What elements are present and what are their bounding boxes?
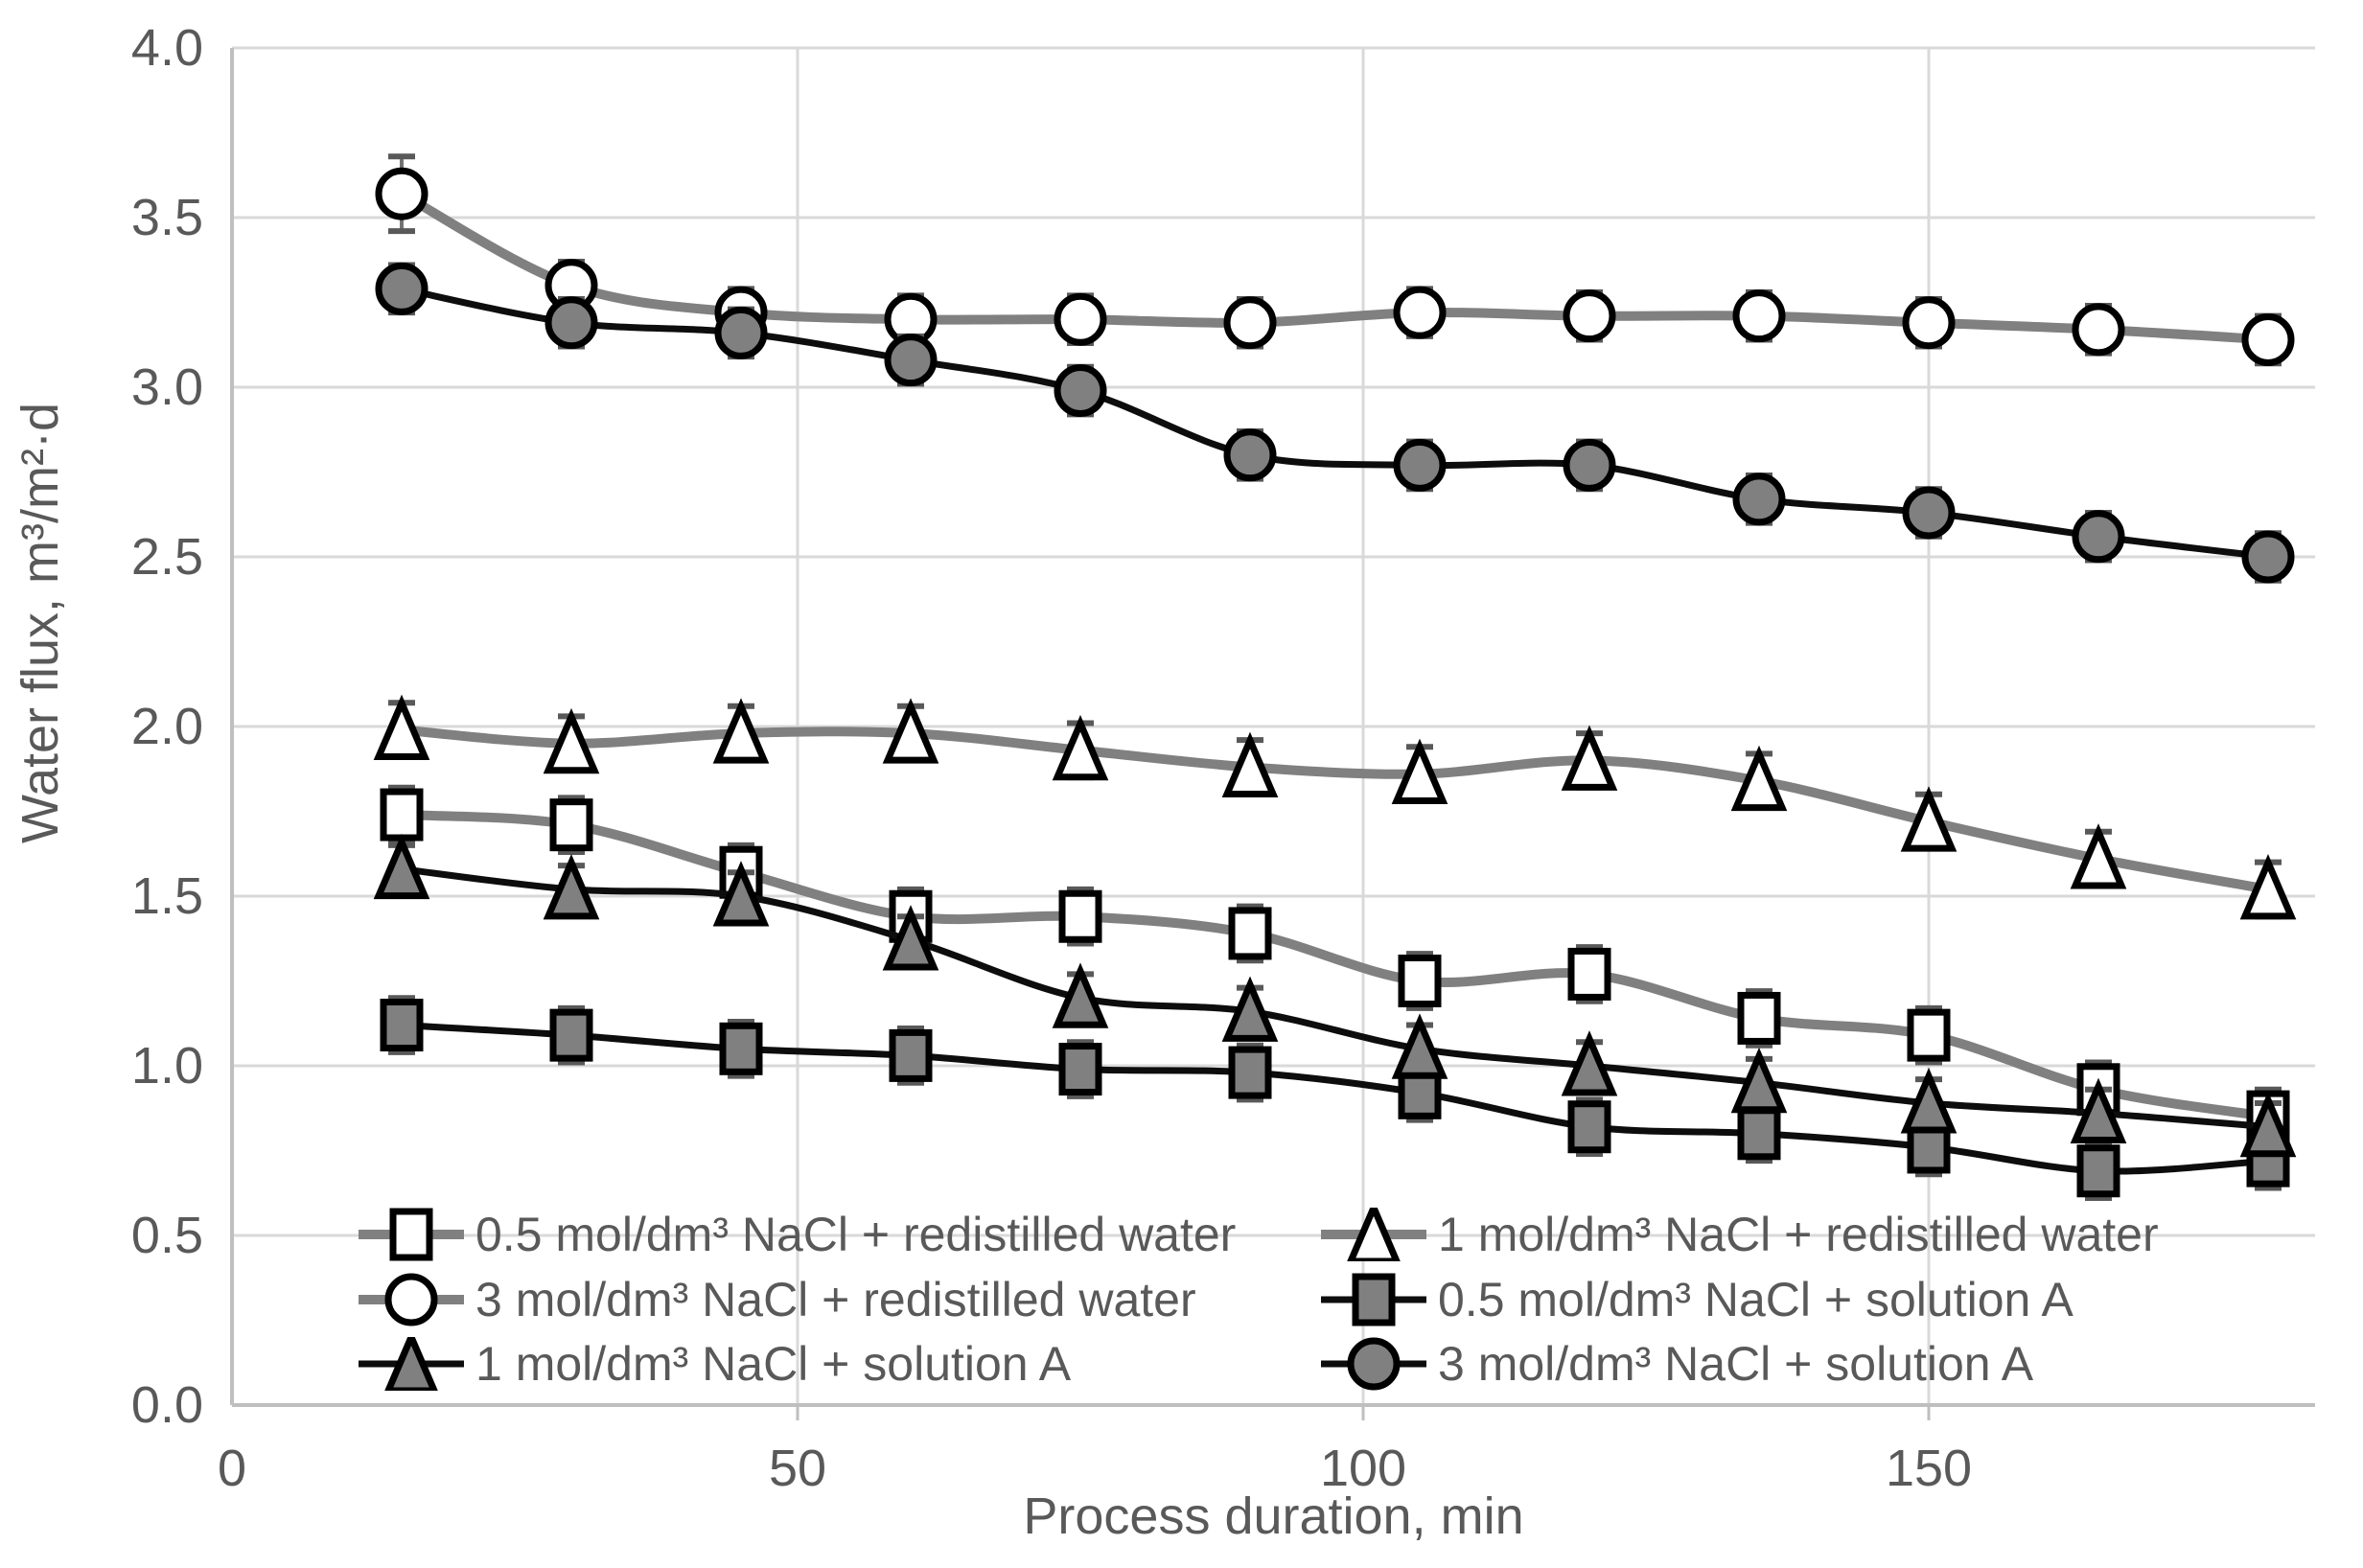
legend-marker-open-circle xyxy=(359,1273,464,1326)
series-markers xyxy=(375,262,2295,584)
x-tick-label: 50 xyxy=(769,1440,826,1497)
y-tick-label: 0.5 xyxy=(131,1207,203,1264)
y-tick-label: 3.0 xyxy=(131,358,203,416)
legend-marker-filled-square xyxy=(1321,1273,1426,1326)
x-tick-label: 150 xyxy=(1886,1440,1972,1497)
series-markers xyxy=(380,999,2290,1198)
x-axis-title: Process duration, min xyxy=(1023,1487,1524,1545)
legend-item: 1 mol/dm³ NaCl + solution A xyxy=(359,1328,1072,1395)
legend-marker-open-triangle xyxy=(1321,1199,1426,1265)
legend-label: 3 mol/dm³ NaCl + redistilled water xyxy=(475,1273,1196,1326)
gridlines xyxy=(232,46,2315,1405)
x-tick-label: 100 xyxy=(1320,1440,1406,1497)
error-bars xyxy=(388,262,2282,584)
series-line xyxy=(399,189,2269,345)
legend-item: 0.5 mol/dm³ NaCl + redistilled water xyxy=(359,1208,1236,1261)
series-open-circle xyxy=(375,153,2295,367)
series-line xyxy=(401,810,2269,1122)
y-tick-label: 4.0 xyxy=(131,19,203,77)
x-tick-label: 0 xyxy=(218,1440,246,1497)
series-filled-circle xyxy=(375,262,2295,584)
y-tick-labels: 4.0 3.5 3.0 2.5 2.0 1.5 1.0 0.5 0.0 xyxy=(131,19,203,1434)
legend-marker-filled-triangle xyxy=(359,1328,464,1395)
y-tick-label: 0.0 xyxy=(131,1376,203,1434)
legend-item: 0.5 mol/dm³ NaCl + solution A xyxy=(1321,1273,2073,1326)
legend-item: 3 mol/dm³ NaCl + solution A xyxy=(1321,1337,2033,1391)
series-filled-triangle xyxy=(373,833,2297,1158)
y-tick-label: 3.5 xyxy=(131,189,203,246)
y-tick-label: 2.0 xyxy=(131,698,203,755)
series-filled-square xyxy=(380,995,2290,1202)
error-bars xyxy=(388,153,2282,367)
legend-item: 3 mol/dm³ NaCl + redistilled water xyxy=(359,1273,1196,1326)
legend-label: 1 mol/dm³ NaCl + redistilled water xyxy=(1438,1208,2159,1261)
legend-marker-open-square xyxy=(359,1208,464,1261)
y-tick-label: 1.5 xyxy=(131,867,203,925)
legend-marker-filled-circle xyxy=(1321,1337,1426,1391)
legend-item: 1 mol/dm³ NaCl + redistilled water xyxy=(1321,1199,2159,1265)
legend-label: 1 mol/dm³ NaCl + solution A xyxy=(475,1337,1072,1391)
y-tick-label: 2.5 xyxy=(131,528,203,586)
series-open-triangle xyxy=(373,694,2297,920)
y-tick-label: 1.0 xyxy=(131,1037,203,1095)
legend-label: 3 mol/dm³ NaCl + solution A xyxy=(1438,1337,2034,1391)
y-axis-title: Water flux, m³/m²·d xyxy=(12,403,69,844)
legend-label: 0.5 mol/dm³ NaCl + redistilled water xyxy=(475,1208,1237,1261)
legend-label: 0.5 mol/dm³ NaCl + solution A xyxy=(1438,1273,2073,1326)
series-markers xyxy=(373,694,2297,920)
x-tick-labels: 0 50 100 150 xyxy=(218,1440,1972,1497)
series-markers xyxy=(380,788,2290,1143)
series-markers xyxy=(375,167,2295,366)
series-line xyxy=(401,1022,2269,1175)
series-line xyxy=(401,725,2269,894)
series-markers xyxy=(373,833,2297,1158)
series-line xyxy=(401,865,2269,1131)
axes xyxy=(230,48,2315,1420)
